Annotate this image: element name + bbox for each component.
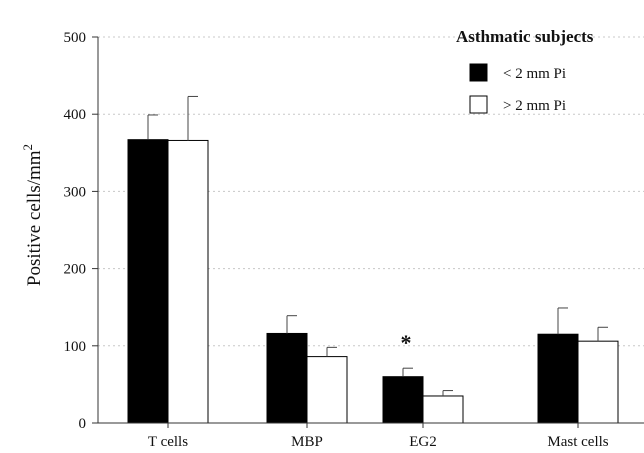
legend-swatch-black (469, 63, 488, 82)
bar-0-0 (127, 139, 169, 424)
annotation-0: * (401, 330, 412, 355)
y-axis-title-superscript: 2 (20, 144, 35, 151)
bar-0-3 (537, 333, 579, 424)
x-tick-label-3: Mast cells (547, 434, 608, 450)
y-axis-title: Positive cells/mm2 (20, 144, 45, 286)
legend-label-white: > 2 mm Pi (503, 98, 566, 114)
y-tick-label-200: 200 (64, 262, 87, 278)
legend-label-black: < 2 mm Pi (503, 66, 566, 82)
x-tick-label-0: T cells (148, 434, 188, 450)
bar-0-1 (266, 332, 308, 424)
x-tick-label-2: EG2 (409, 434, 437, 450)
legend-swatch-white (469, 95, 488, 114)
bar-1-1 (306, 356, 348, 424)
bar-1-2 (422, 395, 464, 424)
y-tick-label-500: 500 (64, 30, 87, 46)
y-axis-title-main: Positive cells/mm (24, 150, 45, 286)
legend: Asthmatic subjects < 2 mm Pi > 2 mm Pi (456, 27, 594, 114)
bar-1-3 (577, 340, 619, 424)
annotations: * (401, 330, 412, 355)
axes (97, 37, 644, 424)
legend-title: Asthmatic subjects (456, 27, 594, 46)
x-labels: T cells MBP EG2 Mast cells (148, 423, 609, 450)
bars (127, 95, 619, 424)
y-ticks: 0 100 200 300 400 500 (64, 30, 98, 432)
bar-0-2 (382, 376, 424, 424)
y-tick-label-300: 300 (64, 184, 87, 200)
x-tick-label-1: MBP (291, 434, 323, 450)
bar-1-0 (167, 139, 209, 424)
y-tick-label-0: 0 (79, 416, 87, 432)
y-tick-label-400: 400 (64, 107, 87, 123)
y-tick-label-100: 100 (64, 339, 87, 355)
